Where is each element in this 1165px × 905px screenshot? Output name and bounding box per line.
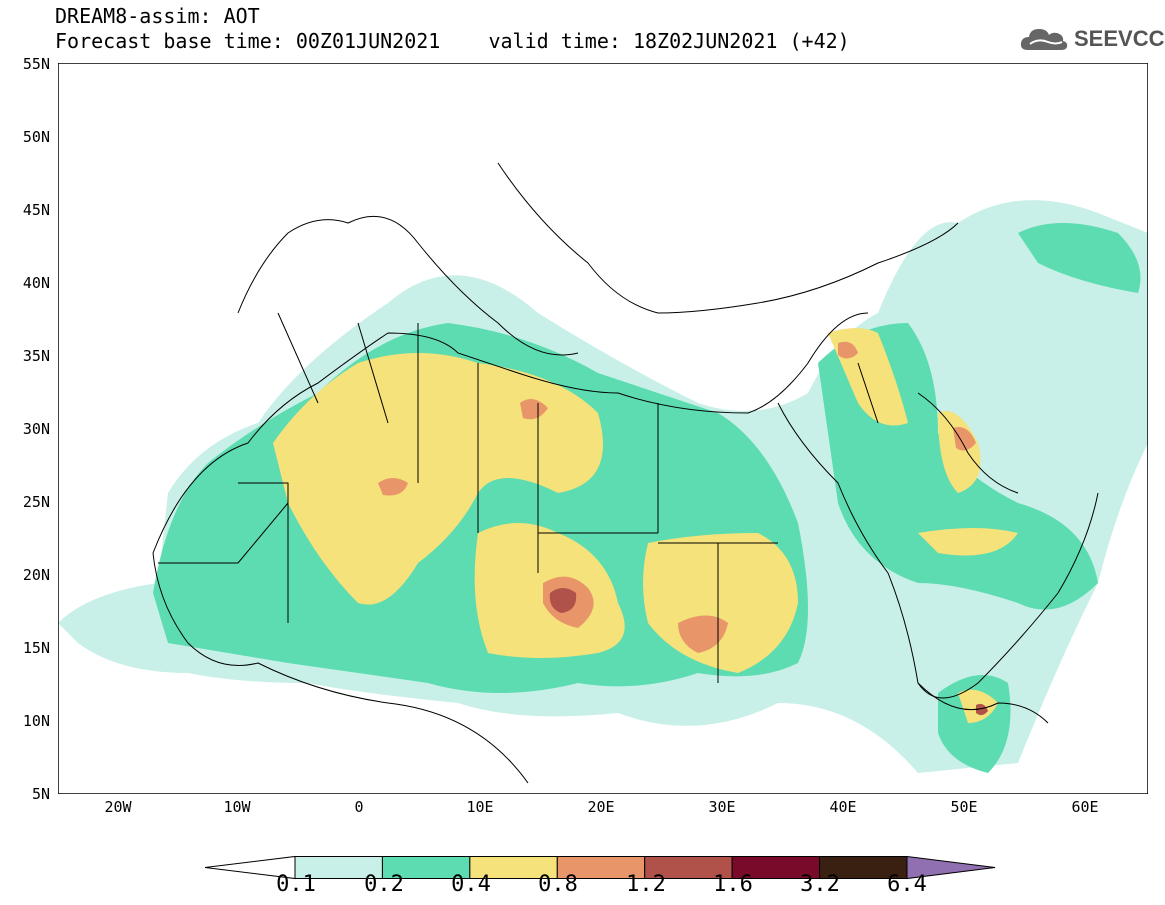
colorbar-label-3-2: 3.2 — [800, 872, 840, 897]
lat-label-30n: 30N — [22, 420, 50, 438]
cloud-icon — [1020, 29, 1068, 50]
lon-label-10w: 10W — [223, 798, 251, 816]
colorbar-label-6-4: 6.4 — [887, 872, 927, 897]
title-block: DREAM8-assim: AOT Forecast base time: 00… — [55, 4, 850, 54]
lat-label-5n: 5N — [31, 785, 50, 803]
lat-label-45n: 45N — [22, 201, 50, 219]
lon-label-10e: 10E — [466, 798, 494, 816]
lat-label-50n: 50N — [22, 128, 50, 146]
colorbar-label-1-6: 1.6 — [713, 872, 753, 897]
colorbar — [205, 855, 996, 880]
lat-label-40n: 40N — [22, 274, 50, 292]
logo-text: SEEVCCC — [1074, 26, 1165, 51]
lon-label-40e: 40E — [829, 798, 857, 816]
colorbar-label-0-2: 0.2 — [364, 872, 404, 897]
aot-contour-1-2 — [549, 588, 988, 716]
forecast-time-line: Forecast base time: 00Z01JUN2021 valid t… — [55, 29, 850, 53]
aot-contour-0-4 — [273, 328, 1018, 723]
colorbar-label-0-8: 0.8 — [538, 872, 578, 897]
coastlines — [152, 162, 1099, 784]
lat-label-35n: 35N — [22, 347, 50, 365]
colorbar-high-arrow — [906, 855, 996, 880]
lon-label-0: 0 — [354, 798, 364, 816]
lon-label-20e: 20E — [587, 798, 615, 816]
lat-label-25n: 25N — [22, 493, 50, 511]
map-title: DREAM8-assim: AOT — [55, 4, 260, 28]
lon-label-20w: 20W — [104, 798, 132, 816]
lat-label-10n: 10N — [22, 712, 50, 730]
map-frame — [58, 63, 1148, 794]
colorbar-label-0-4: 0.4 — [451, 872, 491, 897]
lat-label-55n: 55N — [22, 55, 50, 73]
lat-label-15n: 15N — [22, 639, 50, 657]
lat-label-20n: 20N — [22, 566, 50, 584]
lon-label-30e: 30E — [708, 798, 736, 816]
lon-label-60e: 60E — [1071, 798, 1099, 816]
aot-map — [58, 63, 1148, 794]
lon-label-50e: 50E — [950, 798, 978, 816]
colorbar-label-0-1: 0.1 — [276, 872, 316, 897]
colorbar-label-1-2: 1.2 — [626, 872, 666, 897]
seevccc-logo: SEEVCCC — [1018, 22, 1165, 56]
